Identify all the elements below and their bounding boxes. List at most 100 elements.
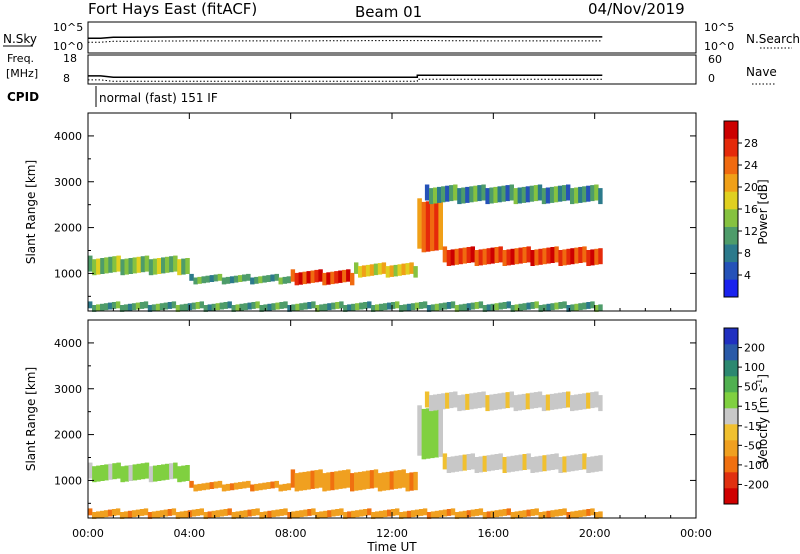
data-cell xyxy=(259,512,264,519)
data-cell xyxy=(167,302,173,309)
data-cell xyxy=(139,302,145,309)
data-cell xyxy=(525,393,531,410)
data-cell xyxy=(566,248,571,265)
data-cell xyxy=(546,247,551,264)
freq-left-tick-bottom: 8 xyxy=(63,72,70,85)
station-title: Fort Hays East (fitACF) xyxy=(88,0,257,18)
data-cell xyxy=(343,512,348,519)
data-cell xyxy=(537,184,543,201)
data-cell xyxy=(490,454,495,471)
data-cell xyxy=(466,510,472,518)
data-cell xyxy=(409,262,414,274)
freq-panel: Freq. [MHz] 18 8 60 0 Nave CPID normal (… xyxy=(6,52,777,107)
data-cell xyxy=(219,509,224,517)
data-cell xyxy=(365,470,371,489)
colorbar-segment xyxy=(724,191,738,210)
colorbar-tick-label: 24 xyxy=(744,159,758,172)
data-cell xyxy=(514,455,519,472)
power-panel-background xyxy=(88,113,696,311)
data-cell xyxy=(550,303,555,311)
data-cell xyxy=(389,265,394,277)
data-cell xyxy=(381,472,387,491)
data-cell xyxy=(323,510,328,518)
data-cell xyxy=(302,471,307,491)
data-cell xyxy=(359,302,364,310)
velocity-colorbar-label-main: Velocity [m s xyxy=(756,387,770,464)
data-cell xyxy=(259,305,264,312)
data-cell xyxy=(586,509,591,516)
data-cell xyxy=(111,509,117,516)
data-cell xyxy=(350,473,355,492)
data-cell xyxy=(195,302,200,309)
data-cell xyxy=(501,185,506,202)
data-cell xyxy=(538,305,543,312)
data-cell xyxy=(144,462,150,479)
data-cell xyxy=(193,484,198,492)
data-cell xyxy=(295,303,300,311)
freq-label-line2: [MHz] xyxy=(6,67,38,80)
data-cell xyxy=(185,465,190,481)
data-cell xyxy=(165,463,170,480)
data-cell xyxy=(526,509,531,517)
data-cell xyxy=(421,201,427,253)
data-cell xyxy=(449,392,454,409)
x-tick-label: 08:00 xyxy=(275,527,307,540)
data-cell xyxy=(251,509,256,516)
data-cell xyxy=(395,301,400,309)
data-cell xyxy=(461,187,466,204)
data-cell xyxy=(574,394,579,411)
data-cell xyxy=(331,302,336,310)
data-cell xyxy=(375,304,380,312)
data-cell xyxy=(326,472,331,491)
data-cell xyxy=(221,484,227,492)
data-cell xyxy=(369,264,375,276)
data-cell xyxy=(169,463,174,480)
data-cell xyxy=(322,473,327,492)
data-cell xyxy=(466,454,471,470)
data-cell xyxy=(554,246,559,263)
data-cell xyxy=(497,186,502,203)
velocity-y-label: Slant Range [km] xyxy=(24,367,38,471)
data-cell xyxy=(594,391,599,408)
data-cell xyxy=(211,510,216,518)
colorbar-segment xyxy=(724,173,738,192)
data-cell xyxy=(598,395,603,412)
data-cell xyxy=(243,510,248,518)
data-cell xyxy=(462,454,467,471)
data-cell xyxy=(213,481,219,489)
data-cell xyxy=(169,256,174,273)
noise-right-tick-top: 10^5 xyxy=(704,21,734,34)
data-cell xyxy=(517,187,522,204)
data-cell xyxy=(518,247,523,264)
data-cell xyxy=(135,509,141,517)
data-cell xyxy=(173,462,178,479)
data-cell xyxy=(144,255,150,272)
data-cell xyxy=(311,301,316,309)
data-cell xyxy=(116,462,121,479)
data-cell xyxy=(450,456,455,473)
data-cell xyxy=(478,301,484,309)
data-cell xyxy=(88,255,93,272)
data-cell xyxy=(238,275,243,282)
data-cell xyxy=(506,508,511,516)
x-tick-label: 20:00 xyxy=(579,527,611,540)
data-cell xyxy=(406,303,412,311)
data-cell xyxy=(112,463,117,480)
data-cell xyxy=(438,406,443,457)
data-cell xyxy=(365,264,371,277)
data-cell xyxy=(103,303,109,311)
data-cell xyxy=(582,302,587,310)
data-cell xyxy=(335,302,340,309)
data-cell xyxy=(173,255,178,272)
data-cell xyxy=(389,471,394,490)
data-cell xyxy=(458,248,463,265)
data-cell xyxy=(438,199,443,250)
data-cell xyxy=(119,512,125,519)
data-cell xyxy=(148,466,154,483)
data-cell xyxy=(506,249,511,266)
colorbar-tick-label: 50 xyxy=(744,381,758,394)
data-cell xyxy=(303,302,308,310)
data-cell xyxy=(590,249,595,266)
data-cell xyxy=(299,303,304,311)
data-cell xyxy=(562,185,567,202)
